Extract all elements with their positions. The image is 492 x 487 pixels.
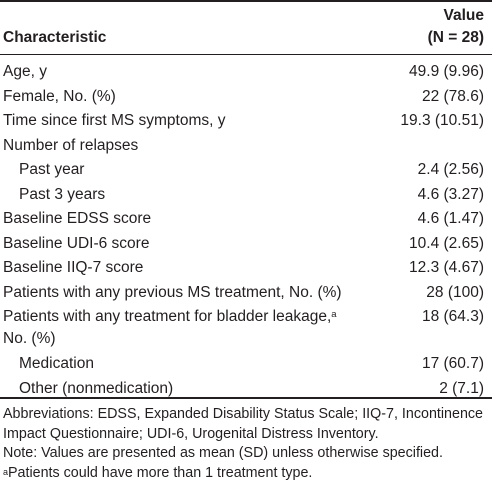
row-value: 2 (7.1) xyxy=(439,379,484,397)
row-label: Age, y xyxy=(3,63,47,80)
row-value: 10.4 (2.65) xyxy=(409,234,484,252)
footnote-marker: a xyxy=(331,309,337,320)
row-label: Other (nonmedication) xyxy=(19,379,174,397)
row-value: 19.3 (10.51) xyxy=(400,112,484,129)
table-row: Female, No. (%) 22 (78.6) xyxy=(0,85,492,110)
table-row: Baseline UDI-6 score 10.4 (2.65) xyxy=(0,232,492,257)
row-value: 22 (78.6) xyxy=(421,87,484,105)
header-value: Value xyxy=(443,7,485,24)
row-value: 18 (64.3) xyxy=(421,308,484,325)
row-label: Baseline UDI-6 score xyxy=(3,234,150,252)
footnote-marker: a xyxy=(3,466,9,477)
table-row: Time since first MS symptoms, y 19.3 (10… xyxy=(0,109,492,134)
row-label: Medication xyxy=(19,355,94,372)
row-value: 28 (100) xyxy=(426,283,484,301)
table-row: Patients with any previous MS treatment,… xyxy=(0,281,492,306)
footnote: aPatients could have more than 1 treatme… xyxy=(3,464,489,484)
row-label-multiline: Patients with any treatment for bladder … xyxy=(0,305,388,352)
row-label: Past 3 years xyxy=(19,185,106,203)
table-row: Past year 2.4 (2.56) xyxy=(0,158,492,183)
table-row: Patients with any treatment for bladder … xyxy=(0,305,492,352)
header-rule xyxy=(0,54,492,55)
header-n: (N = 28) xyxy=(427,29,484,46)
table-row: Baseline EDSS score 4.6 (1.47) xyxy=(0,207,492,232)
row-label: Patients with any previous MS treatment,… xyxy=(3,283,342,301)
table-row: Other (nonmedication) 2 (7.1) xyxy=(0,377,492,402)
row-value: 4.6 (3.27) xyxy=(417,185,484,203)
characteristics-table: Age, y 49.9 (9.96) Female, No. (%) 22 (7… xyxy=(0,60,492,401)
table-row: Baseline IIQ-7 score 12.3 (4.67) xyxy=(0,256,492,281)
table-row: Age, y 49.9 (9.96) xyxy=(0,60,492,85)
row-value: 17 (60.7) xyxy=(421,355,484,372)
row-value: 4.6 (1.47) xyxy=(417,210,484,227)
top-rule xyxy=(0,0,492,2)
values-note: Note: Values are presented as mean (SD) … xyxy=(3,445,443,461)
table-notes: Abbreviations: EDSS, Expanded Disability… xyxy=(3,405,489,483)
row-value: 2.4 (2.56) xyxy=(417,161,484,178)
row-value xyxy=(388,134,492,159)
table-row: Past 3 years 4.6 (3.27) xyxy=(0,183,492,208)
row-label-continuation: No. (%) xyxy=(3,330,56,347)
row-value: 49.9 (9.96) xyxy=(409,63,484,80)
row-label: Patients with any treatment for bladder … xyxy=(3,308,332,325)
header-characteristic: Characteristic xyxy=(3,29,107,46)
row-label: Baseline IIQ-7 score xyxy=(3,259,144,276)
table-row: Medication 17 (60.7) xyxy=(0,352,492,377)
bottom-rule xyxy=(0,397,492,399)
table-row: Number of relapses xyxy=(0,134,492,159)
row-label: Number of relapses xyxy=(3,136,139,154)
row-label: Past year xyxy=(19,161,85,178)
row-label: Time since first MS symptoms, y xyxy=(3,112,226,129)
footnote-text: Patients could have more than 1 treatmen… xyxy=(8,464,313,481)
abbreviations-note: Abbreviations: EDSS, Expanded Disability… xyxy=(3,406,483,442)
row-label: Baseline EDSS score xyxy=(3,210,152,227)
row-label: Female, No. (%) xyxy=(3,87,116,105)
row-value: 12.3 (4.67) xyxy=(409,259,484,276)
